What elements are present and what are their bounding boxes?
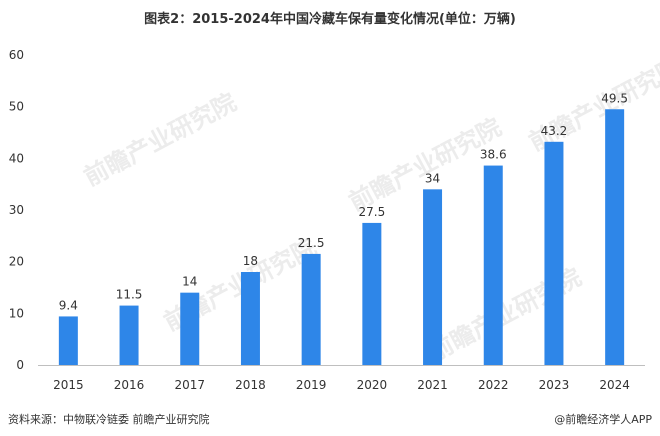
bar xyxy=(423,189,443,365)
bar xyxy=(180,292,200,365)
bar xyxy=(605,109,625,365)
bar xyxy=(58,316,78,365)
x-tick-label: 2018 xyxy=(235,378,266,392)
data-label: 49.5 xyxy=(601,91,628,105)
data-label: 9.4 xyxy=(59,298,78,312)
data-label: 21.5 xyxy=(298,236,325,250)
data-label: 34 xyxy=(425,171,440,185)
data-label: 27.5 xyxy=(358,205,385,219)
x-tick-label: 2015 xyxy=(53,378,84,392)
bar xyxy=(362,222,382,365)
bar xyxy=(483,165,503,365)
x-tick-label: 2020 xyxy=(357,378,388,392)
y-tick-label: 0 xyxy=(16,358,24,372)
data-label: 18 xyxy=(243,254,258,268)
data-label: 11.5 xyxy=(116,288,143,302)
source-note: 资料来源：中物联冷链委 前瞻产业研究院 xyxy=(8,413,210,426)
bar xyxy=(301,253,321,365)
data-label: 14 xyxy=(182,275,197,289)
x-tick-label: 2023 xyxy=(539,378,570,392)
x-tick-label: 2019 xyxy=(296,378,327,392)
y-tick-label: 30 xyxy=(9,203,24,217)
x-tick-label: 2024 xyxy=(599,378,630,392)
x-tick-label: 2022 xyxy=(478,378,509,392)
bar xyxy=(544,141,564,365)
x-tick-label: 2016 xyxy=(114,378,145,392)
y-tick-label: 50 xyxy=(9,100,24,114)
bar xyxy=(119,305,139,365)
y-tick-label: 20 xyxy=(9,255,24,269)
y-tick-label: 10 xyxy=(9,306,24,320)
y-tick-label: 60 xyxy=(9,48,24,62)
y-tick-label: 40 xyxy=(9,151,24,165)
credit-note: @前瞻经济学人APP xyxy=(554,413,652,426)
chart-title: 图表2：2015-2024年中国冷藏车保有量变化情况(单位：万辆) xyxy=(144,12,516,27)
x-tick-label: 2017 xyxy=(174,378,205,392)
data-label: 38.6 xyxy=(480,148,507,162)
bar xyxy=(240,272,260,365)
data-label: 43.2 xyxy=(541,124,568,138)
x-tick-label: 2021 xyxy=(417,378,448,392)
